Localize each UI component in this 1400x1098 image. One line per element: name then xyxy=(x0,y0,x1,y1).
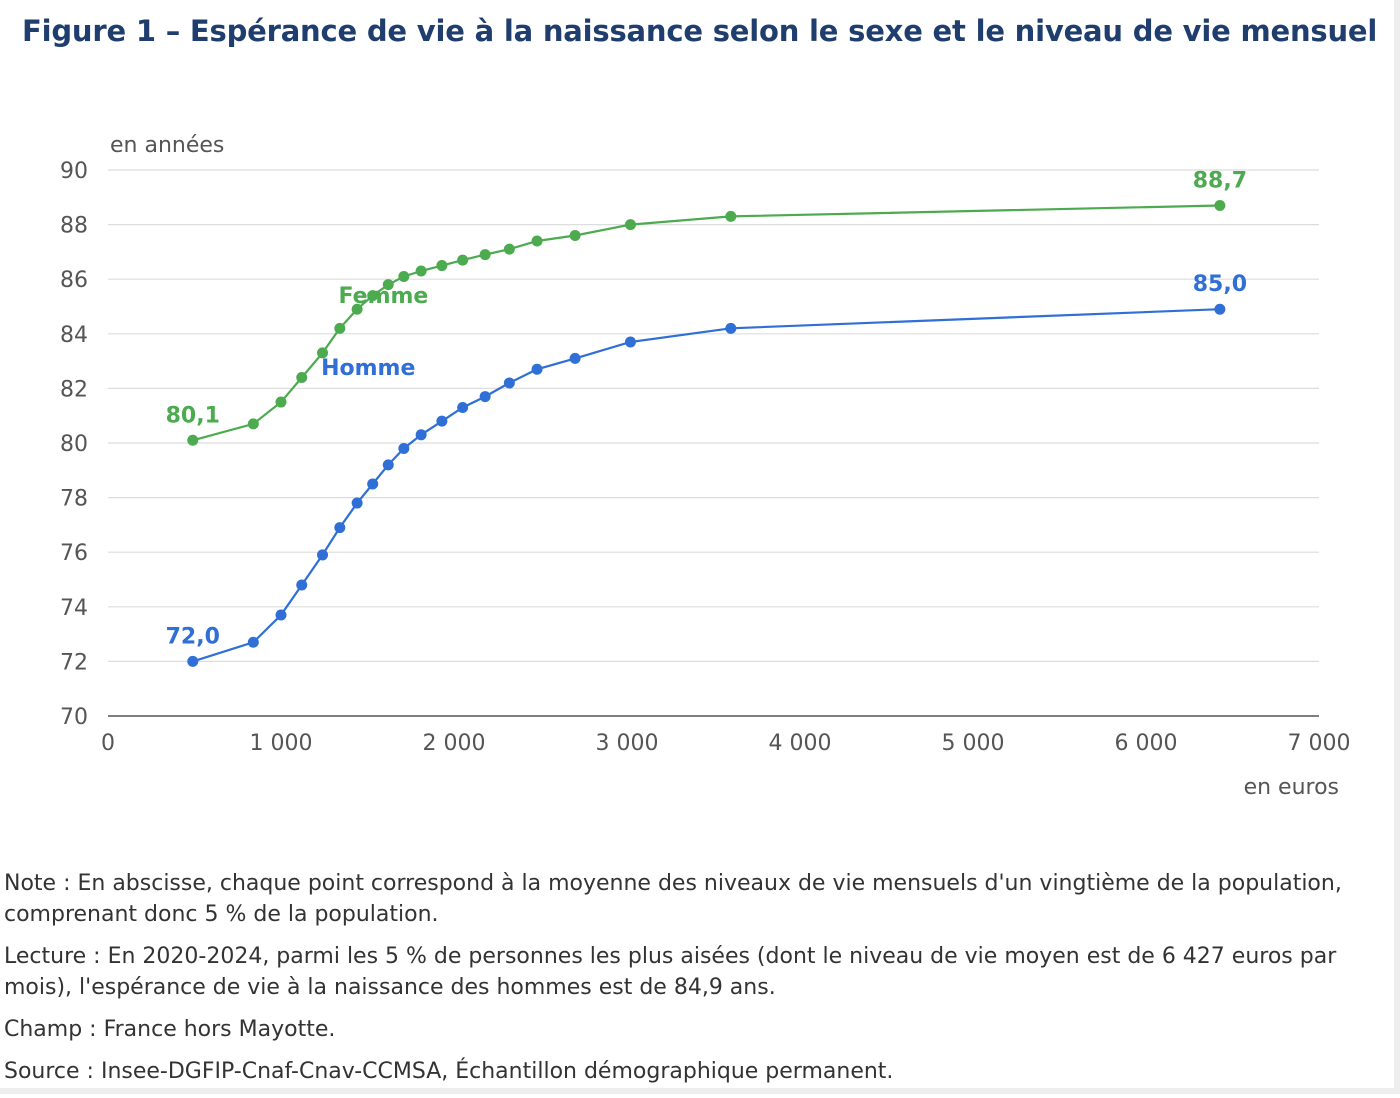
x-tick-label: 3 000 xyxy=(596,731,659,756)
series-line-femme xyxy=(192,204,1220,442)
y-tick-label: 82 xyxy=(60,377,88,402)
y-tick-label: 78 xyxy=(60,487,88,512)
data-label-last-homme: 85,0 xyxy=(1193,272,1247,297)
grid-layer xyxy=(108,169,1319,663)
reading-text: Lecture : En 2020-2024, parmi les 5 % de… xyxy=(4,944,1337,1000)
data-label-last-femme: 88,7 xyxy=(1193,168,1247,193)
data-point-homme xyxy=(187,655,199,667)
data-point-homme xyxy=(275,609,287,621)
figure-title: Figure 1 – Espérance de vie à la naissan… xyxy=(22,14,1378,48)
data-point-homme xyxy=(436,415,448,427)
data-point-femme xyxy=(334,322,346,334)
series-line-homme xyxy=(192,308,1220,663)
data-point-homme xyxy=(398,442,410,454)
data-point-femme xyxy=(317,347,329,359)
data-point-femme xyxy=(398,270,410,282)
series-name-femme: Femme xyxy=(339,284,429,309)
data-point-femme xyxy=(187,434,199,446)
data-point-homme xyxy=(317,549,329,561)
data-point-homme xyxy=(479,391,491,403)
y-tick-label: 74 xyxy=(60,596,88,621)
x-tick-label: 4 000 xyxy=(769,731,832,756)
y-tick-label: 76 xyxy=(60,541,88,566)
data-point-homme xyxy=(531,363,543,375)
axis-layer: 70 72 74 76 78 80 82 84 86 88 90 0 1 000 2 000 3 000 4 … xyxy=(60,133,1350,800)
data-point-femme xyxy=(351,303,363,315)
data-point-femme xyxy=(275,396,287,408)
data-label-first-femme: 80,1 xyxy=(166,403,220,428)
data-point-femme xyxy=(725,210,737,222)
life-expectancy-chart: 70 72 74 76 78 80 82 84 86 88 90 0 1 000 2 000 3 000 4 … xyxy=(60,133,1350,800)
figure-notes: Note : En abscisse, chaque point corresp… xyxy=(4,868,1394,1098)
y-tick-label: 88 xyxy=(60,214,88,239)
x-tick-label: 6 000 xyxy=(1115,731,1178,756)
data-point-homme xyxy=(1214,303,1226,315)
data-point-femme xyxy=(415,265,427,277)
data-point-femme xyxy=(247,418,259,430)
data-point-homme xyxy=(415,429,427,441)
data-point-homme xyxy=(569,352,581,364)
data-point-femme xyxy=(624,219,636,231)
y-tick-label: 72 xyxy=(60,650,88,675)
data-point-homme xyxy=(457,402,469,414)
data-point-homme xyxy=(334,522,346,534)
data-point-homme xyxy=(624,336,636,348)
scope-text: Champ : France hors Mayotte. xyxy=(4,1017,336,1042)
note-text: Note : En abscisse, chaque point corresp… xyxy=(4,871,1342,927)
data-point-homme xyxy=(725,322,737,334)
y-tick-label: 80 xyxy=(60,432,88,457)
data-label-first-homme: 72,0 xyxy=(166,624,220,649)
x-axis-title: en euros xyxy=(1244,775,1339,800)
x-tick-label: 0 xyxy=(101,731,115,756)
data-point-femme xyxy=(479,249,491,261)
data-point-homme xyxy=(296,579,308,591)
data-point-homme xyxy=(503,377,515,389)
data-point-femme xyxy=(457,254,469,266)
label-layer: 80,1 88,7 Femme 72,0 85,0 Homme xyxy=(166,168,1247,649)
y-tick-label: 90 xyxy=(60,159,88,184)
data-point-homme xyxy=(247,636,259,648)
data-point-femme xyxy=(382,279,394,291)
x-tick-label: 2 000 xyxy=(423,731,486,756)
data-point-femme xyxy=(531,235,543,247)
data-point-femme xyxy=(367,290,379,302)
y-axis-title: en années xyxy=(110,133,224,158)
data-point-femme xyxy=(1214,199,1226,211)
data-point-femme xyxy=(296,371,308,383)
y-tick-label: 84 xyxy=(60,323,88,348)
data-point-femme xyxy=(503,243,515,255)
data-point-homme xyxy=(367,478,379,490)
data-point-homme xyxy=(382,459,394,471)
data-point-homme xyxy=(351,497,363,509)
data-point-femme xyxy=(436,260,448,272)
data-point-femme xyxy=(569,230,581,242)
source-text: Source : Insee-DGFIP-Cnaf-Cnav-CCMSA, Éc… xyxy=(4,1059,894,1084)
y-tick-label: 70 xyxy=(60,705,88,730)
y-tick-label: 86 xyxy=(60,268,88,293)
series-name-homme: Homme xyxy=(321,356,415,381)
x-tick-label: 1 000 xyxy=(250,731,313,756)
series-layer xyxy=(187,199,1226,667)
x-tick-label: 5 000 xyxy=(942,731,1005,756)
x-tick-label: 7 000 xyxy=(1288,731,1351,756)
